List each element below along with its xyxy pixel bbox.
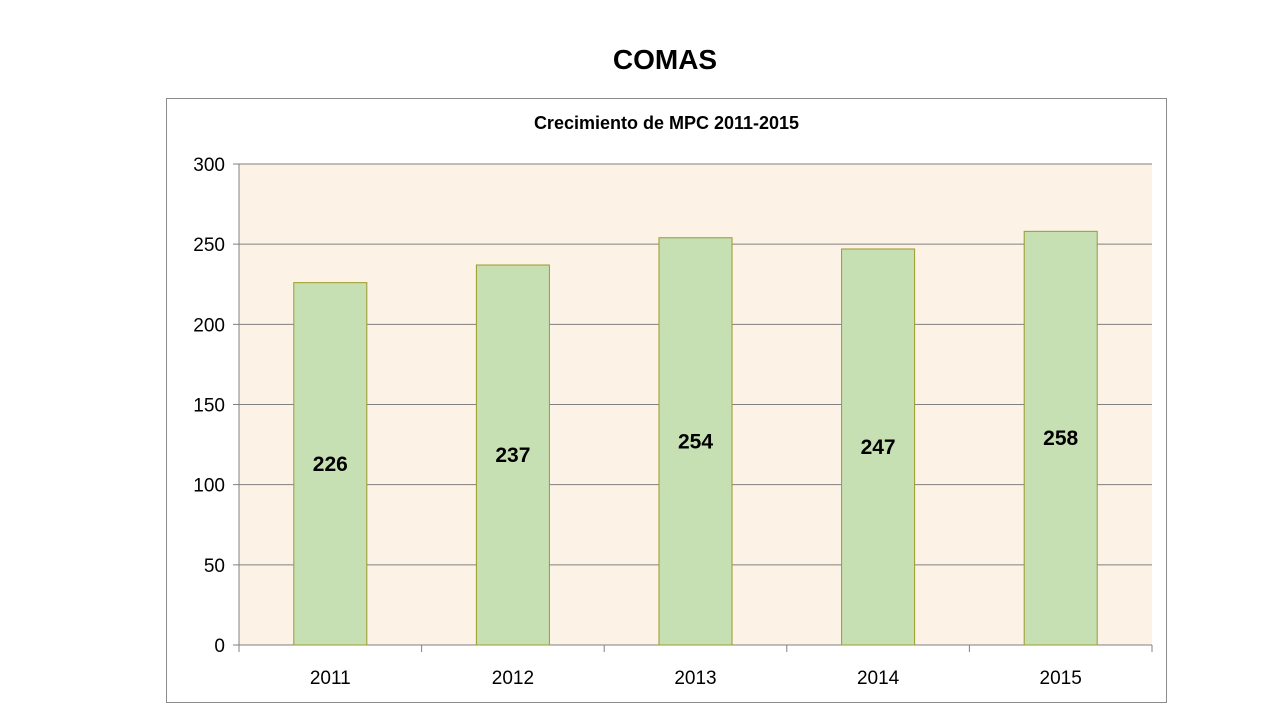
- bar-data-label: 254: [678, 430, 713, 453]
- chart-title: Crecimiento de MPC 2011-2015: [533, 113, 800, 133]
- bar-data-label: 226: [313, 453, 348, 476]
- y-tick-label: 100: [193, 476, 225, 497]
- bar-chart: 0 50 100 150 200 250 300 226 2011 237 2012 254 2013 2…: [193, 155, 1153, 689]
- y-tick-label: 300: [193, 155, 225, 176]
- x-tick-label: 2014: [857, 668, 900, 689]
- bar: [841, 248, 916, 646]
- bar: [1023, 230, 1098, 646]
- bar: [658, 237, 733, 646]
- x-tick-label: 2013: [674, 668, 716, 689]
- bar-data-label: 258: [1043, 427, 1078, 450]
- x-tick-label: 2012: [492, 668, 534, 689]
- x-tick-label: 2015: [1040, 668, 1082, 689]
- y-tick-label: 200: [193, 315, 225, 336]
- y-tick-label: 150: [193, 396, 225, 417]
- x-tick-label: 2011: [310, 668, 351, 689]
- chart-frame: Crecimiento de MPC 2011-2015 0 50 100 150 20…: [166, 98, 1167, 703]
- bar: [475, 264, 550, 646]
- y-tick-label: 250: [193, 235, 225, 256]
- slide-title: COMAS: [612, 44, 718, 75]
- bar: [293, 282, 368, 646]
- bar-data-label: 247: [861, 436, 896, 459]
- bar-data-label: 237: [495, 444, 530, 467]
- y-tick-label: 50: [204, 556, 225, 577]
- y-tick-label: 0: [214, 636, 225, 657]
